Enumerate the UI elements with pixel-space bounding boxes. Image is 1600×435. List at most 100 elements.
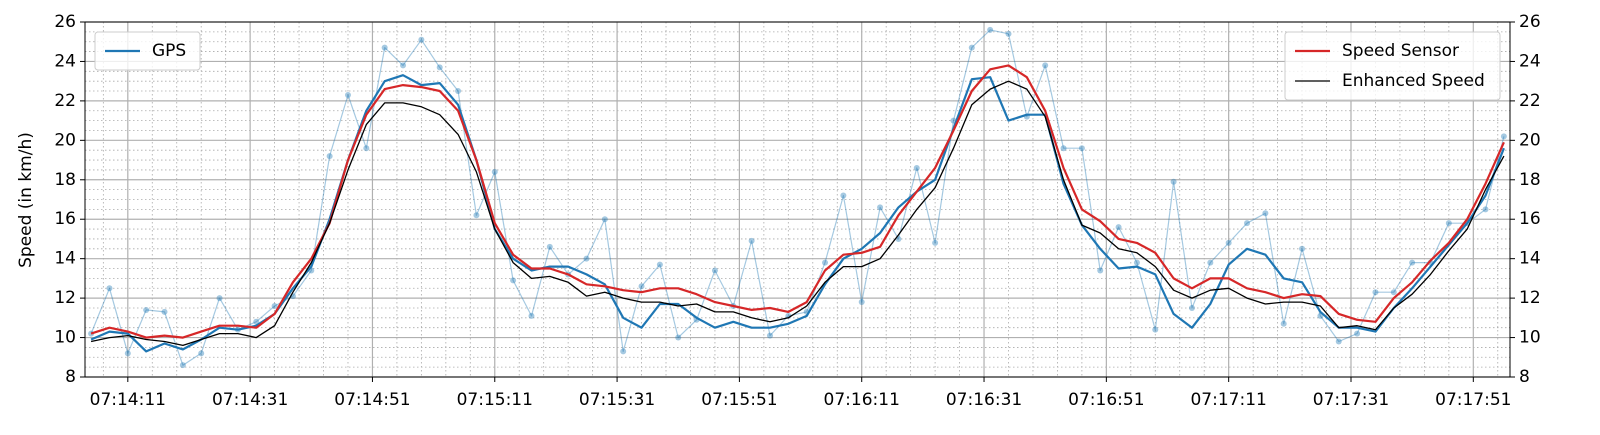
data-point <box>583 255 590 262</box>
y2-tick-label: 16 <box>1519 209 1541 229</box>
x-tick-label: 07:14:31 <box>212 390 288 410</box>
data-point <box>711 267 718 274</box>
y2-tick-label: 8 <box>1519 367 1530 387</box>
x-tick-label: 07:14:51 <box>334 390 410 410</box>
data-point <box>528 312 535 319</box>
y-tick-label: 18 <box>54 170 76 190</box>
x-tick-label: 07:17:51 <box>1435 390 1511 410</box>
x-tick-label: 07:15:11 <box>457 390 533 410</box>
y-axis-label: Speed (in km/h) <box>16 132 36 268</box>
data-point <box>601 216 608 223</box>
y-tick-label: 22 <box>54 91 76 111</box>
data-point <box>418 36 425 43</box>
data-point <box>638 283 645 290</box>
data-point <box>179 362 186 369</box>
legend-label: Speed Sensor <box>1342 41 1459 61</box>
data-point <box>1299 245 1306 252</box>
data-point <box>1207 259 1214 266</box>
data-point <box>271 303 278 309</box>
data-point <box>1115 224 1122 231</box>
series-line <box>90 64 1505 339</box>
data-point <box>1133 259 1140 266</box>
data-point <box>1335 338 1342 345</box>
legend-box <box>94 31 201 71</box>
data-point <box>124 350 131 357</box>
data-point <box>344 91 351 98</box>
data-point <box>675 334 682 341</box>
data-point <box>1078 145 1085 152</box>
data-point <box>1500 133 1507 140</box>
data-point <box>1354 330 1361 337</box>
data-point <box>656 261 663 268</box>
data-point <box>620 348 627 355</box>
data-point <box>968 44 975 51</box>
y2-tick-label: 24 <box>1519 51 1541 71</box>
data-point <box>1244 220 1251 227</box>
data-point <box>987 26 994 33</box>
y-tick-label: 8 <box>65 367 76 387</box>
data-point <box>326 153 333 160</box>
data-point <box>1409 259 1416 266</box>
data-point <box>381 44 388 51</box>
y2-tick-label: 26 <box>1519 12 1541 32</box>
y-tick-label: 20 <box>54 130 76 150</box>
data-point <box>510 277 517 284</box>
series-line <box>90 80 1505 347</box>
x-tick-label: 07:16:51 <box>1068 390 1144 410</box>
data-point <box>546 243 553 250</box>
plot-frame <box>84 21 1511 378</box>
y-tick-label: 16 <box>54 209 76 229</box>
data-point <box>1482 206 1489 213</box>
data-point <box>1390 289 1397 296</box>
data-point <box>161 308 168 315</box>
data-point <box>766 332 773 339</box>
data-point <box>1060 145 1067 152</box>
data-point <box>1097 267 1104 274</box>
data-point <box>913 164 920 171</box>
data-point <box>473 212 480 219</box>
legend-label: Enhanced Speed <box>1342 71 1485 91</box>
y-tick-label: 14 <box>54 249 76 269</box>
x-tick-label: 07:17:31 <box>1313 390 1389 410</box>
y2-tick-label: 14 <box>1519 249 1541 269</box>
x-tick-label: 07:16:31 <box>946 390 1022 410</box>
y2-tick-label: 10 <box>1519 328 1541 348</box>
data-point <box>932 239 939 246</box>
data-point <box>198 350 205 357</box>
data-point <box>436 64 443 71</box>
y2-tick-label: 18 <box>1519 170 1541 190</box>
data-point <box>1005 30 1012 37</box>
data-point <box>216 295 223 302</box>
y2-tick-label: 12 <box>1519 288 1541 308</box>
data-point <box>822 259 829 266</box>
data-point <box>491 168 498 175</box>
data-point <box>1280 320 1287 327</box>
data-point <box>106 285 113 292</box>
data-point <box>840 192 847 199</box>
data-point <box>858 299 865 306</box>
data-point <box>1225 239 1232 246</box>
data-point <box>253 318 260 325</box>
y-tick-label: 10 <box>54 328 76 348</box>
data-point <box>1152 326 1159 333</box>
y-tick-label: 26 <box>54 12 76 32</box>
data-point <box>400 62 407 69</box>
data-point <box>363 145 370 152</box>
data-point <box>1445 220 1452 227</box>
x-tick-label: 07:17:11 <box>1190 390 1266 410</box>
data-point <box>1170 178 1177 185</box>
data-point <box>1042 62 1049 69</box>
data-point <box>748 237 755 244</box>
data-point <box>143 306 150 313</box>
data-point <box>877 204 884 211</box>
data-point <box>1188 304 1195 311</box>
x-tick-label: 07:16:11 <box>824 390 900 410</box>
y2-tick-label: 20 <box>1519 130 1541 150</box>
data-point <box>1372 289 1379 296</box>
series-line <box>90 74 1505 353</box>
data-point <box>1262 210 1269 217</box>
y-tick-label: 24 <box>54 51 76 71</box>
y2-tick-label: 22 <box>1519 91 1541 111</box>
x-tick-label: 07:14:11 <box>90 390 166 410</box>
